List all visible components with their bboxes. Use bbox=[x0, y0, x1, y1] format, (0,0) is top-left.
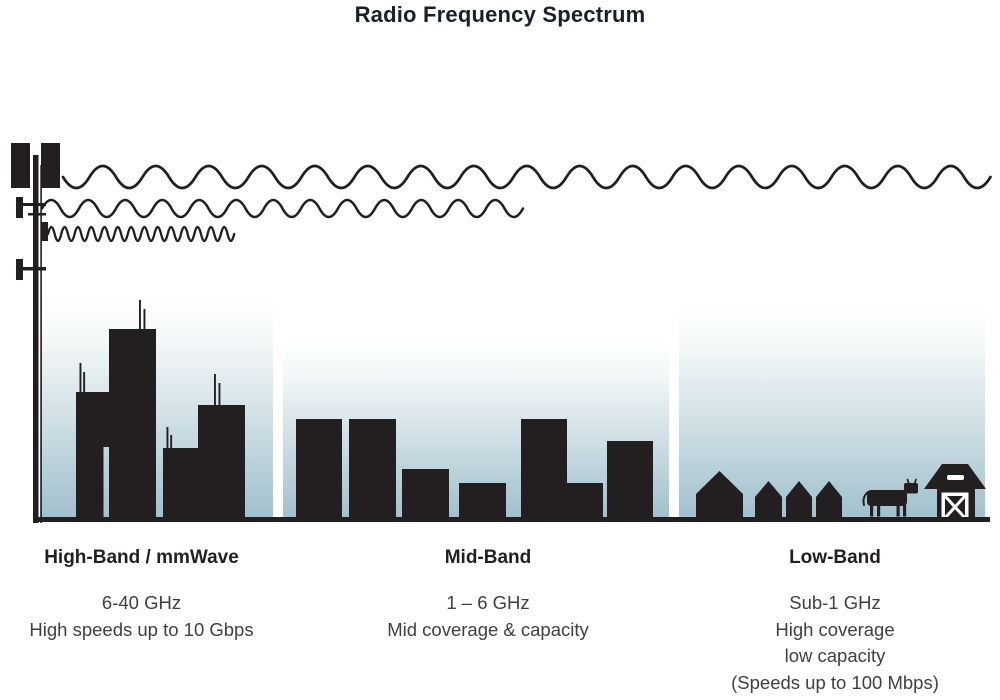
low-band-frequency: Sub-1 GHz bbox=[789, 592, 881, 613]
suburban-buildings-icon bbox=[296, 419, 653, 520]
city-skyline-icon bbox=[76, 300, 245, 520]
low-band-detail-coverage: High coverage bbox=[775, 618, 895, 640]
rural-houses-icon bbox=[696, 471, 842, 520]
ground-line bbox=[33, 517, 990, 522]
high-band-detail: High speeds up to 10 Gbps bbox=[29, 618, 254, 640]
page-title: Radio Frequency Spectrum bbox=[354, 2, 646, 27]
low-band-label-block: Low-Band Sub-1 GHz High coverage low cap… bbox=[685, 547, 985, 696]
mid-band-frequency: 1 – 6 GHz bbox=[446, 592, 530, 613]
low-band-detail-capacity: low capacity bbox=[784, 645, 886, 666]
high-band-label-block: High-Band / mmWave 6-40 GHz High speeds … bbox=[0, 547, 283, 643]
mid-band-detail: Mid coverage & capacity bbox=[387, 618, 589, 640]
mid-band-name: Mid-Band bbox=[444, 547, 532, 568]
barn-icon bbox=[924, 464, 986, 520]
high-band-frequency: 6-40 GHz bbox=[101, 592, 182, 613]
mid-band-label-block: Mid-Band 1 – 6 GHz Mid coverage & capaci… bbox=[288, 547, 688, 643]
long-wavelength-wave-icon bbox=[61, 164, 992, 190]
low-band-detail-speed: (Speeds up to 100 Mbps) bbox=[731, 671, 939, 693]
cell-tower-icon bbox=[11, 143, 60, 523]
cow-icon bbox=[862, 478, 918, 517]
medium-wavelength-wave-icon bbox=[40, 198, 525, 219]
high-band-name: High-Band / mmWave bbox=[44, 547, 239, 568]
low-band-name: Low-Band bbox=[789, 547, 881, 568]
short-wavelength-wave-icon bbox=[46, 225, 236, 243]
